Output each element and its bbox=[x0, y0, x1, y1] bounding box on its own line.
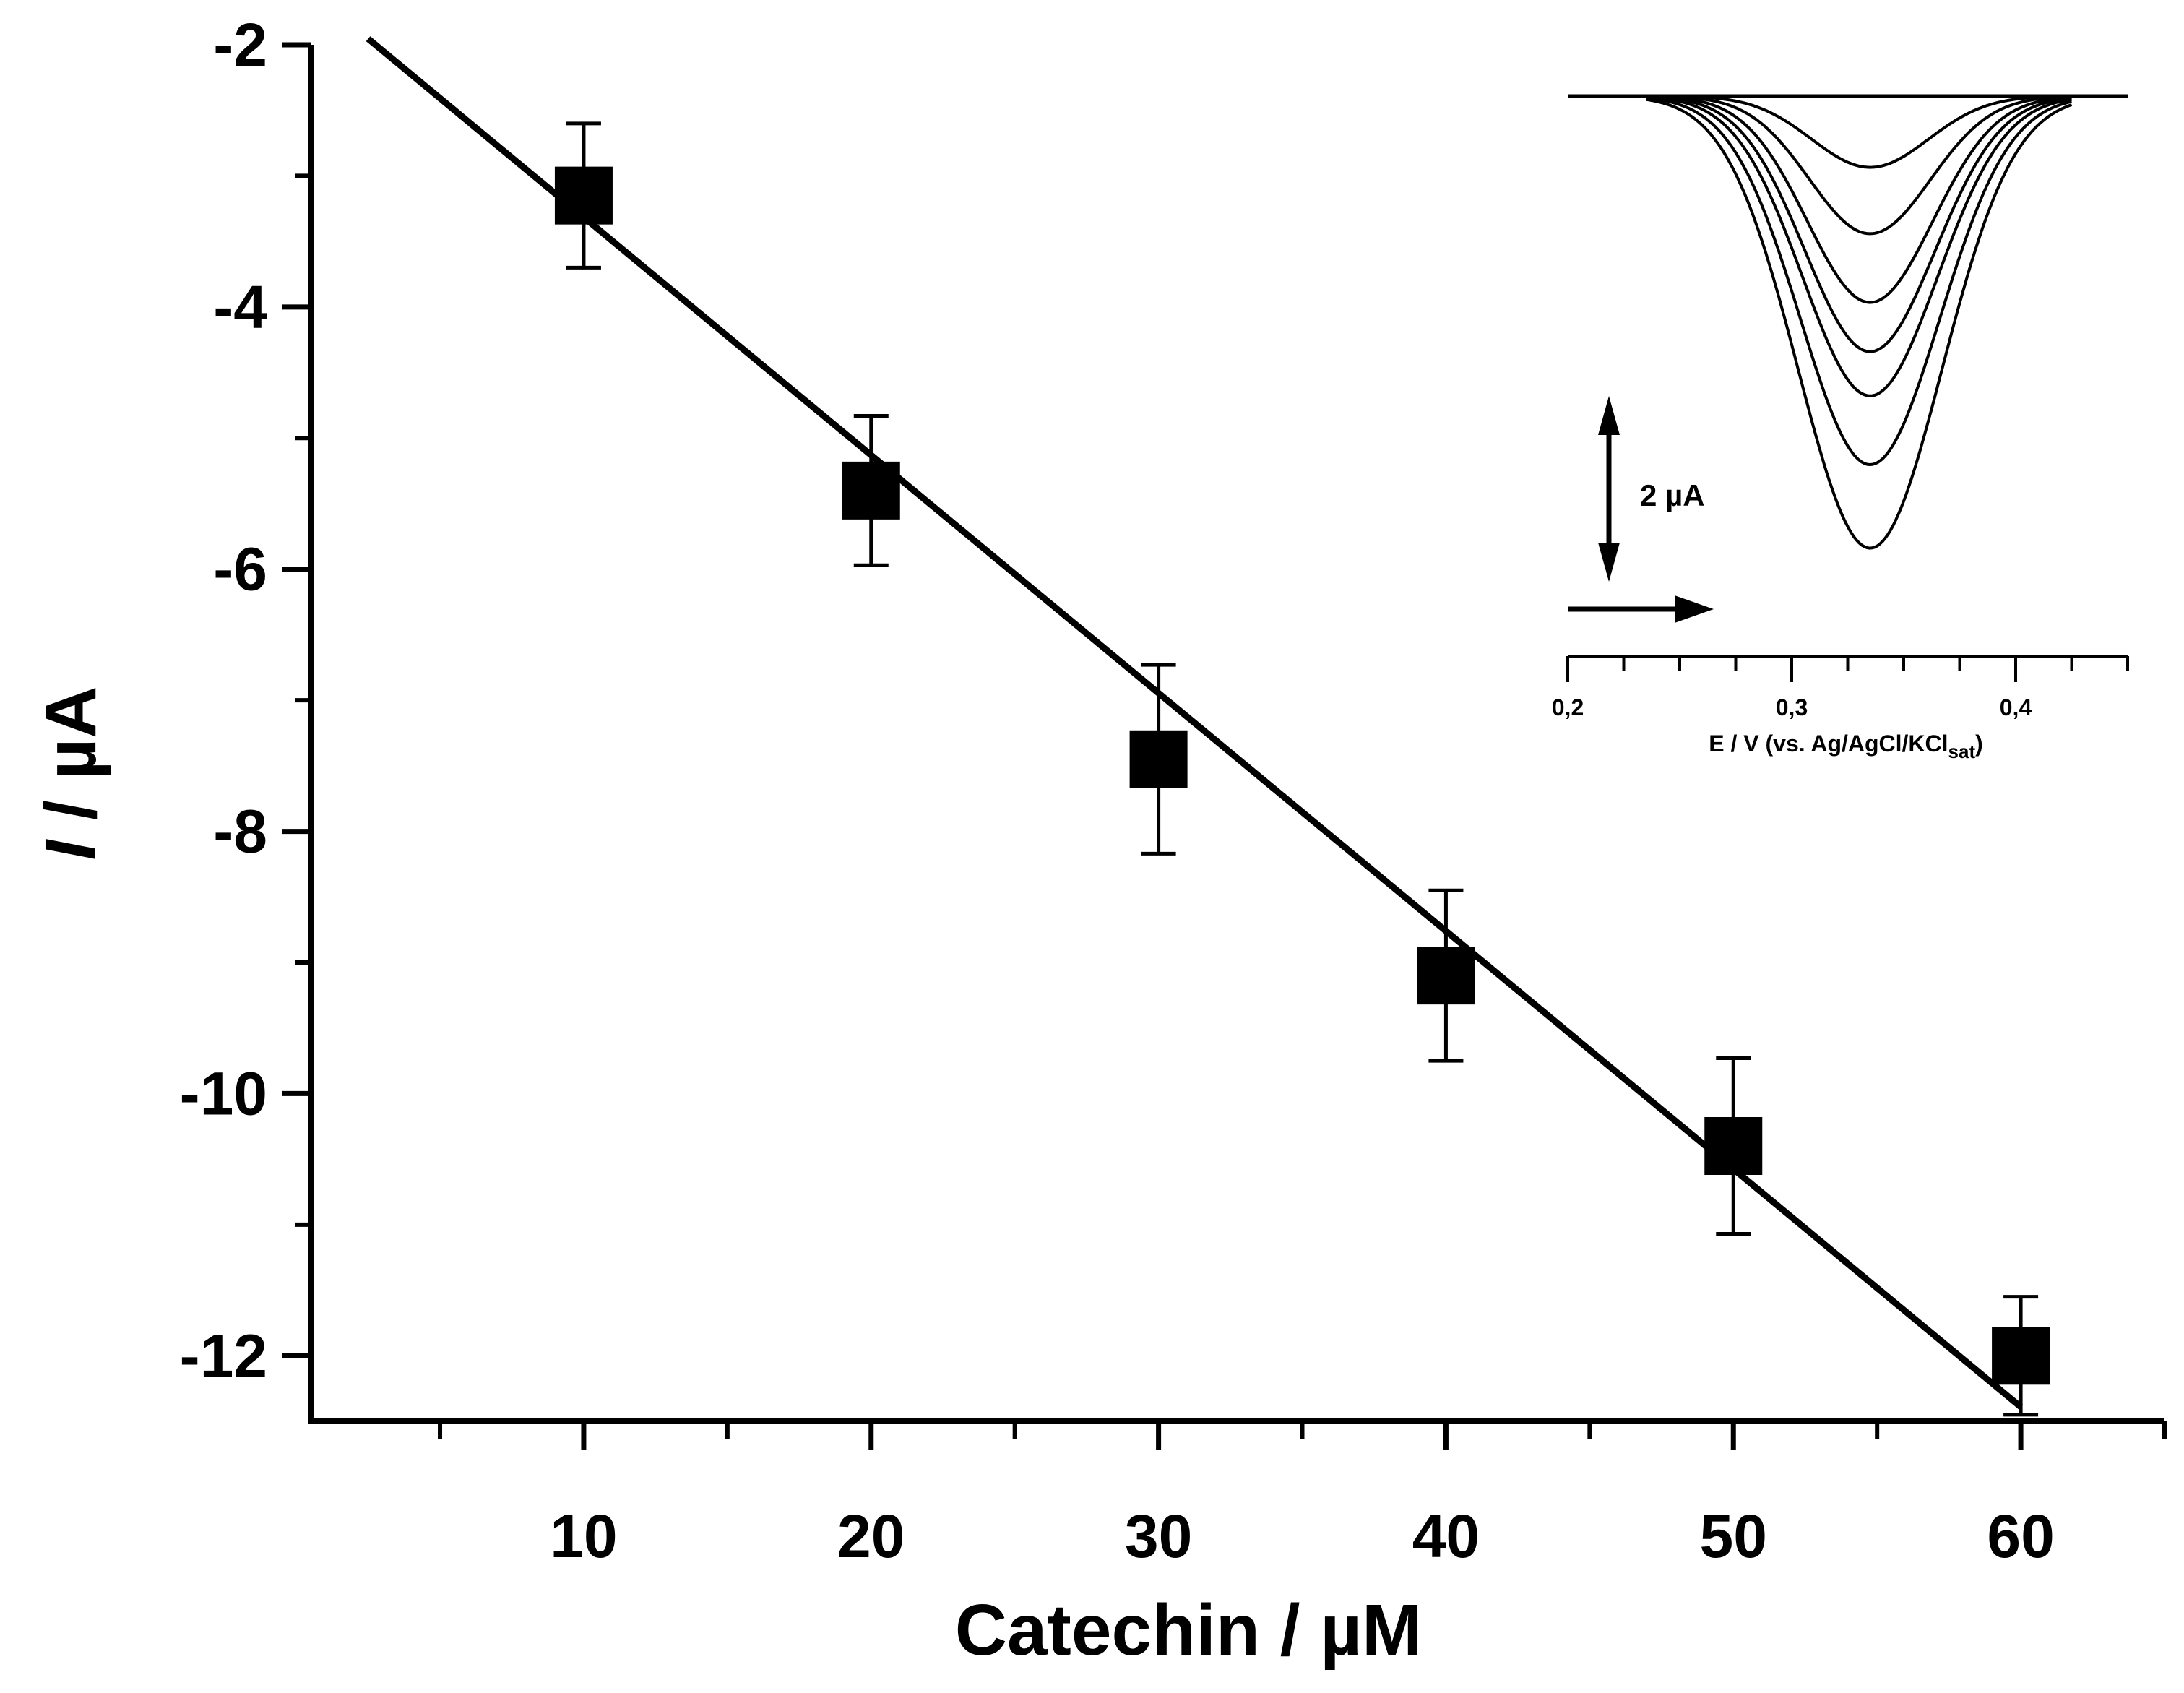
y-tick-label: -10 bbox=[180, 1059, 267, 1127]
main-plot: -2 -4 -6 -8 -10 -12 10 20 30 40 50 60 Catechin / µ… bbox=[30, 11, 2167, 1671]
y-tick-label: -8 bbox=[213, 798, 267, 866]
inset-scale-bar: 2 µA bbox=[1598, 396, 1705, 582]
data-point-marker bbox=[1704, 1117, 1763, 1175]
y-tick-label: -2 bbox=[213, 11, 267, 79]
scale-arrow-up-icon bbox=[1598, 396, 1620, 435]
y-ticks: -2 -4 -6 -8 -10 -12 bbox=[180, 11, 311, 1390]
scale-bar-label: 2 µA bbox=[1640, 478, 1705, 512]
inset-x-tick-label: 0,3 bbox=[1776, 694, 1808, 720]
data-point-marker bbox=[1992, 1327, 2050, 1385]
y-axis-title-symbol: I bbox=[30, 838, 111, 860]
x-tick-label: 40 bbox=[1412, 1502, 1480, 1570]
data-point-marker bbox=[842, 461, 900, 520]
inset-x-axis-title-close: ) bbox=[1975, 731, 1983, 757]
voltammogram-curve bbox=[1646, 95, 2072, 397]
y-tick-label: -12 bbox=[180, 1322, 267, 1390]
data-point-marker bbox=[554, 166, 613, 225]
inset-voltammogram: 0,2 0,3 0,4 2 µA E / V (vs. Ag/AgCl/KClsat… bbox=[1552, 94, 2129, 762]
inset-x-axis-title: E / V (vs. Ag/AgCl/KClsat) bbox=[1709, 731, 1983, 762]
main-axes bbox=[308, 45, 2164, 1424]
scale-arrow-down-icon bbox=[1598, 543, 1620, 582]
y-tick-label: -4 bbox=[213, 273, 267, 341]
x-tick-label: 30 bbox=[1125, 1502, 1192, 1570]
voltammogram-curve bbox=[1646, 96, 2072, 467]
x-tick-label: 50 bbox=[1700, 1502, 1767, 1570]
data-point-marker bbox=[1129, 730, 1188, 788]
y-tick-label: -6 bbox=[213, 535, 267, 603]
inset-x-tick-label: 0,4 bbox=[2000, 694, 2032, 720]
fit-line bbox=[366, 36, 2023, 1410]
voltammogram-curve bbox=[1646, 95, 2072, 304]
fit-line-group bbox=[366, 36, 2023, 1410]
x-tick-label: 20 bbox=[837, 1502, 905, 1570]
inset-curves bbox=[1568, 94, 2128, 550]
data-point-marker bbox=[1417, 947, 1475, 1005]
x-tick-label: 10 bbox=[550, 1502, 617, 1570]
inset-x-axis-title-sub: sat bbox=[1948, 741, 1976, 762]
inset-x-tick-label: 0,2 bbox=[1552, 694, 1584, 720]
arrow-right-icon bbox=[1675, 595, 1714, 623]
x-axis-title: Catechin / µM bbox=[955, 1590, 1423, 1671]
x-tick-label: 60 bbox=[1987, 1502, 2054, 1570]
voltammogram-curve bbox=[1646, 95, 2072, 236]
data-points bbox=[554, 121, 2050, 1417]
y-axis-title: I / µA bbox=[30, 686, 111, 861]
inset-x-ticks: 0,2 0,3 0,4 bbox=[1552, 656, 2129, 720]
x-ticks: 10 20 30 40 50 60 bbox=[438, 1421, 2167, 1570]
y-axis-title-unit: / µA bbox=[30, 686, 111, 840]
scan-direction-arrow bbox=[1568, 595, 1714, 623]
voltammogram-curve bbox=[1646, 95, 2072, 353]
inset-x-axis-title-main: E / V (vs. Ag/AgCl/KCl bbox=[1709, 731, 1948, 757]
voltammogram-curve bbox=[1646, 98, 2073, 550]
voltammogram-curve bbox=[1646, 95, 2072, 169]
